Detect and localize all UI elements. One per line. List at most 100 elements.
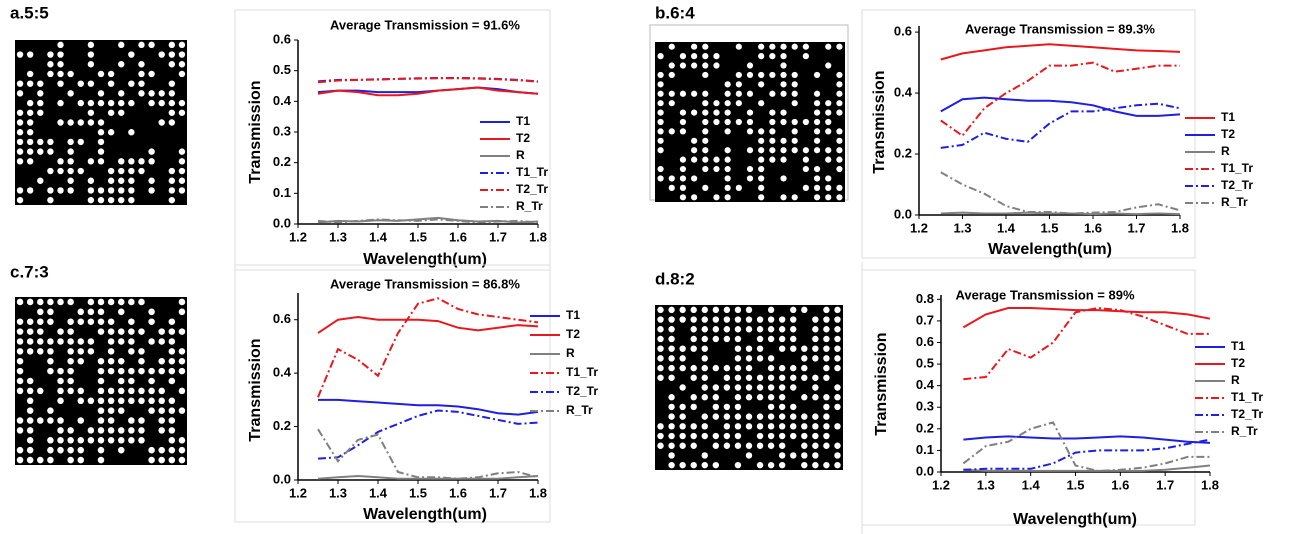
pattern-dot: [47, 417, 54, 424]
pattern-dot: [27, 71, 33, 77]
pattern-dot: [108, 100, 114, 106]
pattern-dot: [78, 168, 84, 174]
series-line: [963, 436, 1210, 443]
pattern-dot: [657, 72, 663, 78]
pattern-dot: [17, 299, 24, 306]
pattern-dot: [78, 447, 85, 454]
pattern-dot: [801, 365, 807, 371]
pattern-dot: [169, 168, 175, 174]
pattern-dot: [713, 100, 719, 106]
pattern-dot: [780, 138, 786, 144]
pattern-dot: [801, 433, 807, 439]
pattern-dot: [148, 388, 155, 395]
pattern-dot: [108, 187, 114, 193]
pattern-dot: [67, 378, 74, 385]
pattern-dot: [37, 417, 44, 424]
pattern-dot: [169, 348, 176, 355]
pattern-dot: [768, 423, 774, 429]
pattern-dot: [657, 345, 663, 351]
pattern-dot: [758, 72, 764, 78]
pattern-dot: [78, 437, 85, 444]
pattern-dot: [679, 404, 685, 410]
pattern-dot: [88, 318, 95, 325]
pattern-dot: [657, 355, 663, 361]
pattern-dot: [27, 110, 33, 116]
pattern-dot: [702, 185, 708, 191]
pattern-dot: [758, 44, 764, 50]
pattern-dot: [118, 61, 124, 67]
x-tick-label: 1.6: [449, 485, 467, 500]
pattern-dot: [713, 166, 719, 172]
pattern-dot: [169, 447, 176, 454]
pattern-dot: [801, 443, 807, 449]
pattern-dot: [747, 119, 753, 125]
pattern-dot: [78, 457, 85, 464]
pattern-dot: [779, 365, 785, 371]
pattern-dot: [758, 128, 764, 134]
legend-label: T1_Tr: [516, 165, 548, 179]
pattern-dot: [823, 326, 829, 332]
pattern-dot: [768, 404, 774, 410]
pattern-dot: [118, 187, 124, 193]
pattern-dot: [757, 355, 763, 361]
pattern-dot: [725, 175, 731, 181]
pattern-dot: [37, 338, 44, 345]
pattern-dot: [757, 375, 763, 381]
pattern-dot: [108, 358, 115, 365]
pattern-dot: [746, 326, 752, 332]
pattern-dot: [758, 100, 764, 106]
pattern-dot: [27, 318, 34, 325]
pattern-dot: [780, 175, 786, 181]
pattern-dot: [657, 365, 663, 371]
pattern-dot: [27, 139, 33, 145]
pattern-dot: [812, 394, 818, 400]
pattern-dot: [657, 147, 663, 153]
pattern-dot: [57, 437, 64, 444]
pattern-dot: [825, 185, 831, 191]
pattern-dot: [680, 119, 686, 125]
pattern-dot: [679, 433, 685, 439]
pattern-dot: [669, 100, 675, 106]
pattern-dot: [657, 138, 663, 144]
pattern-dot: [803, 53, 809, 59]
pattern-dot: [713, 413, 719, 419]
pattern-dot: [814, 138, 820, 144]
pattern-dot: [724, 365, 730, 371]
pattern-dot: [834, 345, 840, 351]
pattern-dot: [37, 388, 44, 395]
pattern-dot: [128, 417, 135, 424]
pattern-dot: [37, 100, 43, 106]
pattern-dot: [668, 316, 674, 322]
pattern-dot: [118, 168, 124, 174]
x-tick-label: 1.7: [1156, 477, 1174, 492]
pattern-dot: [67, 318, 74, 325]
pattern-dot: [138, 398, 145, 405]
pattern-dot: [735, 355, 741, 361]
pattern-dot: [814, 91, 820, 97]
y-tick-label: 0.2: [894, 145, 912, 160]
pattern-dot: [169, 61, 175, 67]
pattern-dot: [179, 178, 185, 184]
pattern-dot: [17, 368, 24, 375]
pattern-dot: [702, 345, 708, 351]
pattern-dot: [679, 443, 685, 449]
pattern-dot: [657, 443, 663, 449]
pattern-dot: [169, 90, 175, 96]
pattern-dot: [779, 336, 785, 342]
pattern-dot: [803, 44, 809, 50]
chart-title: Average Transmission = 89.3%: [965, 21, 1155, 36]
pattern-dot: [702, 138, 708, 144]
pattern-dot: [148, 42, 154, 48]
pattern-dot: [67, 348, 74, 355]
pattern-dot: [67, 71, 73, 77]
pattern-dot: [169, 417, 176, 424]
pattern-dot: [57, 368, 64, 375]
pattern-dot: [668, 326, 674, 332]
pattern-dot: [679, 365, 685, 371]
pattern-dot: [735, 375, 741, 381]
pattern-dot: [668, 336, 674, 342]
panel-label: b.6:4: [655, 3, 695, 22]
pattern-dot: [746, 345, 752, 351]
pattern-dot: [668, 413, 674, 419]
y-tick-label: 0.2: [273, 154, 291, 169]
